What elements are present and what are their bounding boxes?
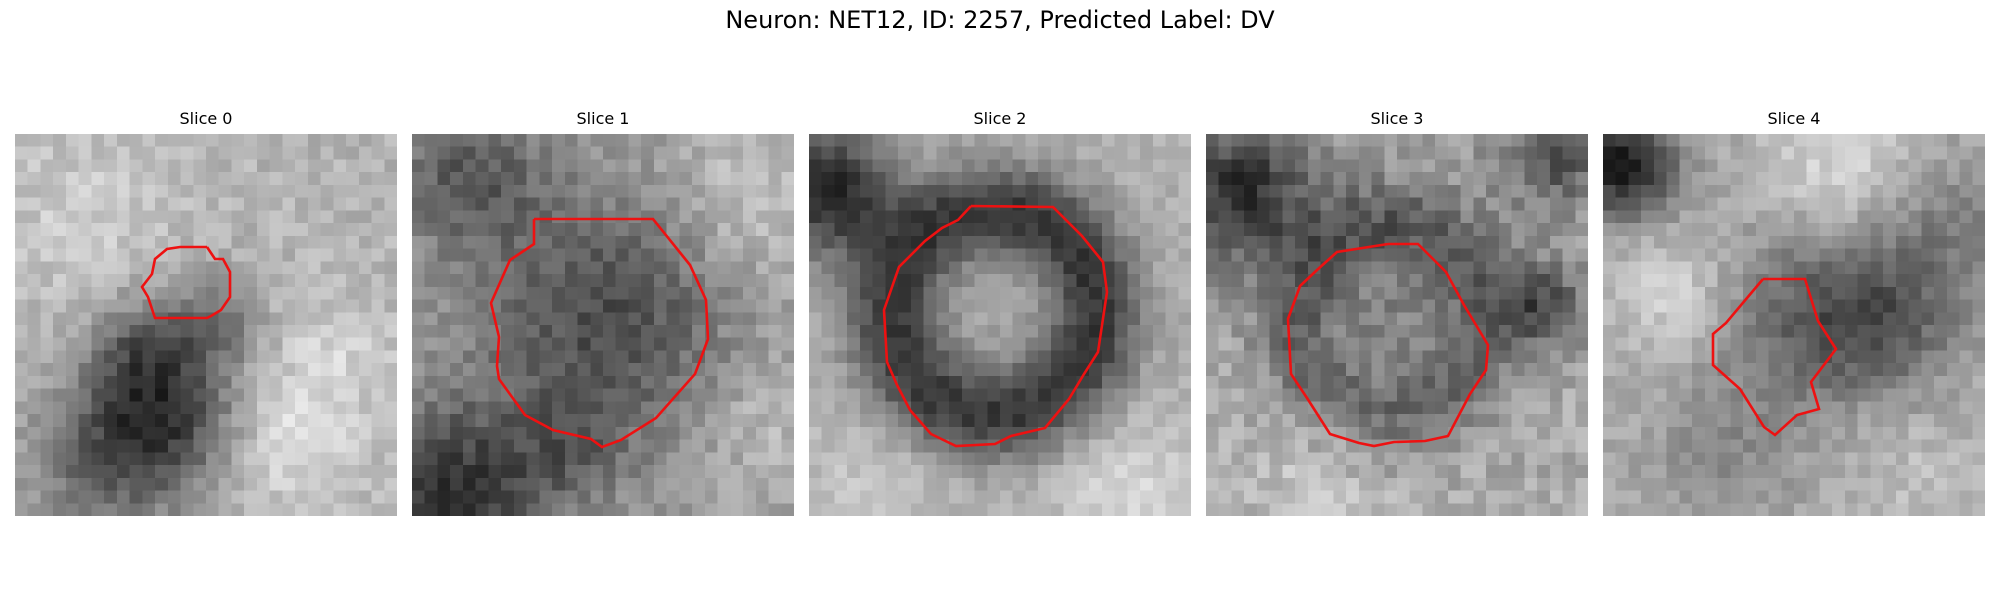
slice-panel-4: Slice 4 bbox=[1603, 108, 1985, 516]
slice-panel-3: Slice 3 bbox=[1206, 108, 1588, 516]
slice-image-3 bbox=[1206, 134, 1588, 516]
slice-image-1 bbox=[412, 134, 794, 516]
slice-title-0: Slice 0 bbox=[179, 109, 233, 128]
slice-image-2 bbox=[809, 134, 1191, 516]
slice-title-2: Slice 2 bbox=[973, 109, 1027, 128]
slice-image-4 bbox=[1603, 134, 1985, 516]
slice-title-3: Slice 3 bbox=[1370, 109, 1424, 128]
slice-panel-1: Slice 1 bbox=[412, 108, 794, 516]
roi-outline-0 bbox=[140, 245, 232, 320]
slice-image-0 bbox=[15, 134, 397, 516]
slice-title-4: Slice 4 bbox=[1767, 109, 1821, 128]
figure-title: Neuron: NET12, ID: 2257, Predicted Label… bbox=[725, 6, 1275, 34]
slice-panel-0: Slice 0 bbox=[15, 108, 397, 516]
roi-outline-3 bbox=[1286, 242, 1490, 448]
slice-panel-2: Slice 2 bbox=[809, 108, 1191, 516]
roi-outline-4 bbox=[1711, 277, 1838, 437]
roi-outline-1 bbox=[489, 217, 710, 449]
slice-title-1: Slice 1 bbox=[576, 109, 630, 128]
roi-outline-2 bbox=[882, 204, 1109, 448]
